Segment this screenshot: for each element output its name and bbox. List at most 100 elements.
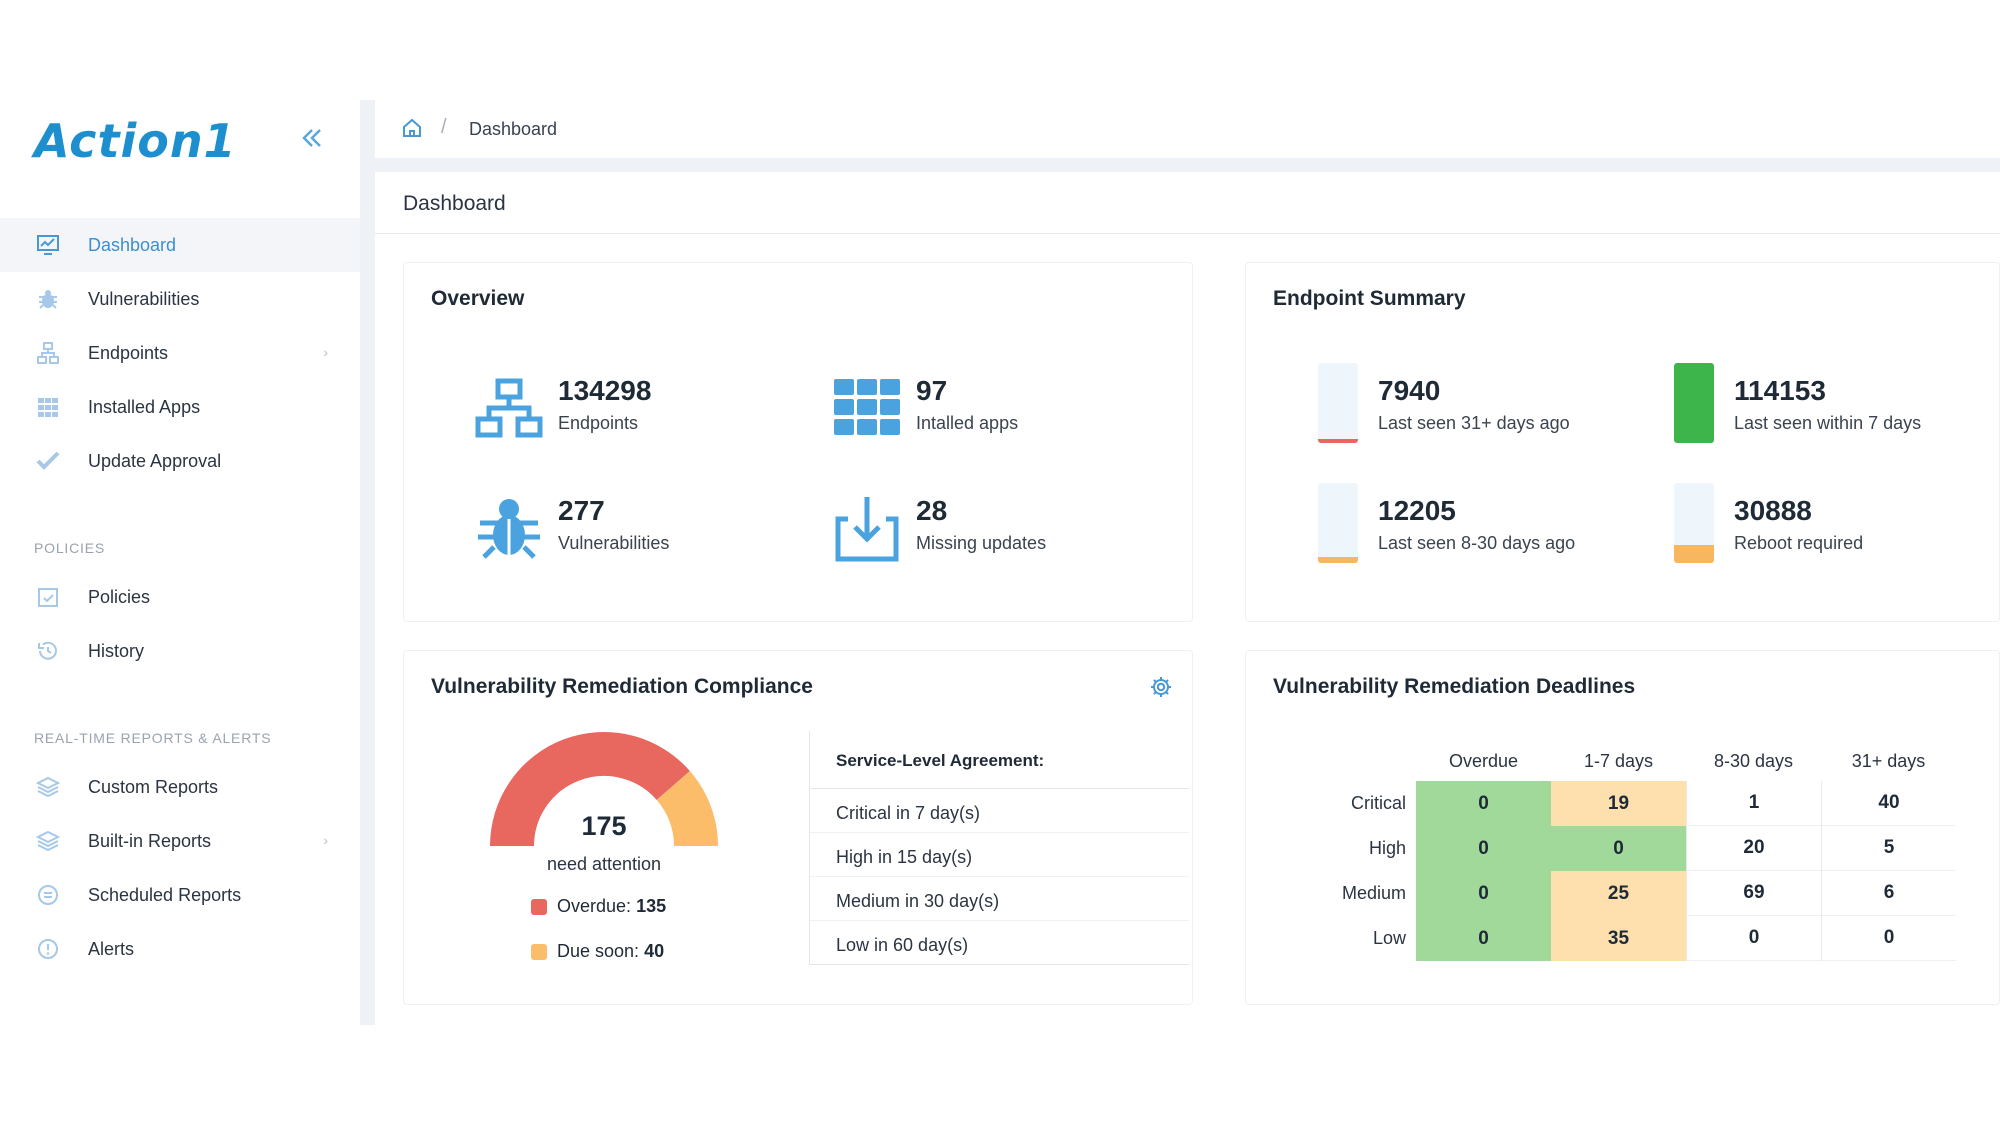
stat-value: 277 [558, 495, 605, 526]
status-bar-fill [1674, 545, 1714, 563]
bug-icon [478, 499, 540, 559]
sidebar-item-vulnerabilities[interactable]: Vulnerabilities [0, 272, 360, 326]
stat-value: 97 [916, 375, 948, 406]
deadlines-column-header: 1-7 days [1583, 751, 1654, 771]
sidebar-item-installed-apps[interactable]: Installed Apps [0, 380, 360, 434]
stat-value: 134298 [558, 375, 652, 406]
stat-label: Last seen 31+ days ago [1378, 413, 1570, 433]
legend-due-soon-label: Due soon: [557, 941, 640, 961]
sidebar-item-label: Scheduled Reports [88, 884, 242, 905]
sla-table: Service-Level Agreement: Critical in 7 d… [809, 731, 1189, 965]
grid-icon [834, 379, 900, 435]
deadlines-column-header: Overdue [1448, 751, 1519, 771]
deadlines-cell[interactable]: 69 [1686, 871, 1821, 916]
deadlines-cell[interactable]: 1 [1686, 781, 1821, 826]
status-bar-fill [1674, 363, 1714, 443]
page-title: Dashboard [403, 192, 506, 215]
status-bar [1674, 363, 1714, 443]
deadlines-title: Vulnerability Remediation Deadlines [1273, 675, 1636, 698]
deadlines-cell[interactable]: 0 [1416, 781, 1551, 826]
sla-row: Low in 60 day(s) [810, 921, 1189, 965]
deadlines-cell[interactable]: 6 [1821, 871, 1956, 916]
endpoint-stat-reboot[interactable]: 30888 Reboot required [1674, 483, 1994, 568]
stat-value: 12205 [1378, 495, 1456, 526]
sidebar-item-history[interactable]: History [0, 624, 360, 678]
stat-missing-updates[interactable]: 28 Missing updates [832, 495, 1132, 565]
sidebar-item-label: Update Approval [88, 450, 222, 471]
deadlines-cell[interactable]: 5 [1821, 826, 1956, 871]
status-bar [1318, 483, 1358, 563]
content-gutter [360, 158, 375, 1025]
collapse-sidebar-icon[interactable] [296, 122, 328, 154]
stat-vulnerabilities[interactable]: 277 Vulnerabilities [474, 495, 774, 565]
deadlines-card: Vulnerability Remediation Deadlines Over… [1245, 650, 2000, 1005]
sla-row: Critical in 7 day(s) [810, 789, 1189, 833]
deadlines-cell[interactable]: 0 [1416, 826, 1551, 871]
sidebar-item-update-approval[interactable]: Update Approval [0, 434, 360, 488]
sidebar-item-label: Dashboard [88, 234, 177, 255]
network-icon [475, 378, 543, 438]
sidebar-item-policies[interactable]: Policies [0, 570, 360, 624]
deadlines-column-header: 31+ days [1851, 751, 1926, 771]
sidebar: Action1 Dashboard Vulnerabilities [0, 100, 360, 1025]
endpoint-summary-card: Endpoint Summary 7940 Last seen 31+ days… [1245, 262, 2000, 622]
alert-icon [34, 935, 62, 963]
section-heading-reports: REAL-TIME REPORTS & ALERTS [34, 730, 272, 746]
download-icon [835, 497, 899, 562]
deadlines-column-header: 8-30 days [1713, 751, 1794, 771]
deadlines-cell[interactable]: 0 [1686, 916, 1821, 961]
layers-icon [34, 773, 62, 801]
check-icon [34, 447, 62, 475]
layers-icon [34, 827, 62, 855]
sla-row: High in 15 day(s) [810, 833, 1189, 877]
sidebar-item-scheduled-reports[interactable]: Scheduled Reports [0, 868, 360, 922]
stat-endpoints[interactable]: 134298 Endpoints [474, 375, 774, 445]
deadlines-row-header: High [1368, 838, 1406, 858]
sidebar-item-label: Policies [88, 586, 151, 607]
sidebar-item-custom-reports[interactable]: Custom Reports [0, 760, 360, 814]
sidebar-item-alerts[interactable]: Alerts [0, 922, 360, 976]
network-icon [34, 339, 62, 367]
app-logo[interactable]: Action1 [34, 114, 237, 168]
section-heading-policies: POLICIES [34, 540, 105, 556]
deadlines-cell[interactable]: 25 [1551, 871, 1686, 916]
gauge-caption: need attention [546, 854, 662, 874]
sidebar-item-built-in-reports[interactable]: Built-in Reports › [0, 814, 360, 868]
stat-label: Missing updates [916, 533, 1047, 553]
deadlines-cell[interactable]: 0 [1416, 916, 1551, 961]
stat-value: 114153 [1734, 375, 1826, 406]
endpoint-stat-within-7[interactable]: 114153 Last seen within 7 days [1674, 363, 1994, 448]
stat-installed-apps[interactable]: 97 Intalled apps [832, 375, 1132, 445]
compliance-gauge [490, 732, 718, 847]
breadcrumb: / Dashboard [375, 100, 2000, 158]
history-icon [34, 637, 62, 665]
stat-label: Endpoints [558, 413, 639, 433]
legend-overdue-swatch [531, 899, 547, 916]
stat-label: Last seen 8-30 days ago [1378, 533, 1576, 553]
overview-card: Overview 134298 Endpoints [403, 262, 1193, 622]
deadlines-cell[interactable]: 35 [1551, 916, 1686, 961]
main-content: Dashboard Overview 134298 Endpoints [375, 172, 2000, 1025]
sidebar-item-label: Built-in Reports [88, 830, 212, 851]
compliance-card: Vulnerability Remediation Compliance 175… [403, 650, 1193, 1005]
deadlines-cell[interactable]: 0 [1821, 916, 1956, 961]
stat-label: Intalled apps [916, 413, 1019, 433]
gauge-overdue-arc [490, 732, 690, 847]
stat-value: 28 [916, 495, 948, 526]
deadlines-cell[interactable]: 19 [1551, 781, 1686, 826]
calendar-check-icon [34, 583, 62, 611]
deadlines-cell[interactable]: 20 [1686, 826, 1821, 871]
deadlines-cell[interactable]: 0 [1551, 826, 1686, 871]
sidebar-item-endpoints[interactable]: Endpoints › [0, 326, 360, 380]
sidebar-nav: Dashboard Vulnerabilities Endpoints › I [0, 218, 360, 976]
deadlines-cell[interactable]: 40 [1821, 781, 1956, 826]
sidebar-item-label: Alerts [88, 938, 135, 959]
settings-gear-icon[interactable] [1149, 675, 1173, 704]
deadlines-cell[interactable]: 0 [1416, 871, 1551, 916]
stat-label: Vulnerabilities [558, 533, 670, 553]
endpoint-stat-8-30[interactable]: 12205 Last seen 8-30 days ago [1318, 483, 1638, 568]
sidebar-item-dashboard[interactable]: Dashboard [0, 218, 360, 272]
endpoint-stat-31-plus[interactable]: 7940 Last seen 31+ days ago [1318, 363, 1638, 448]
chevron-right-icon: › [323, 344, 328, 360]
home-icon[interactable] [401, 117, 423, 144]
